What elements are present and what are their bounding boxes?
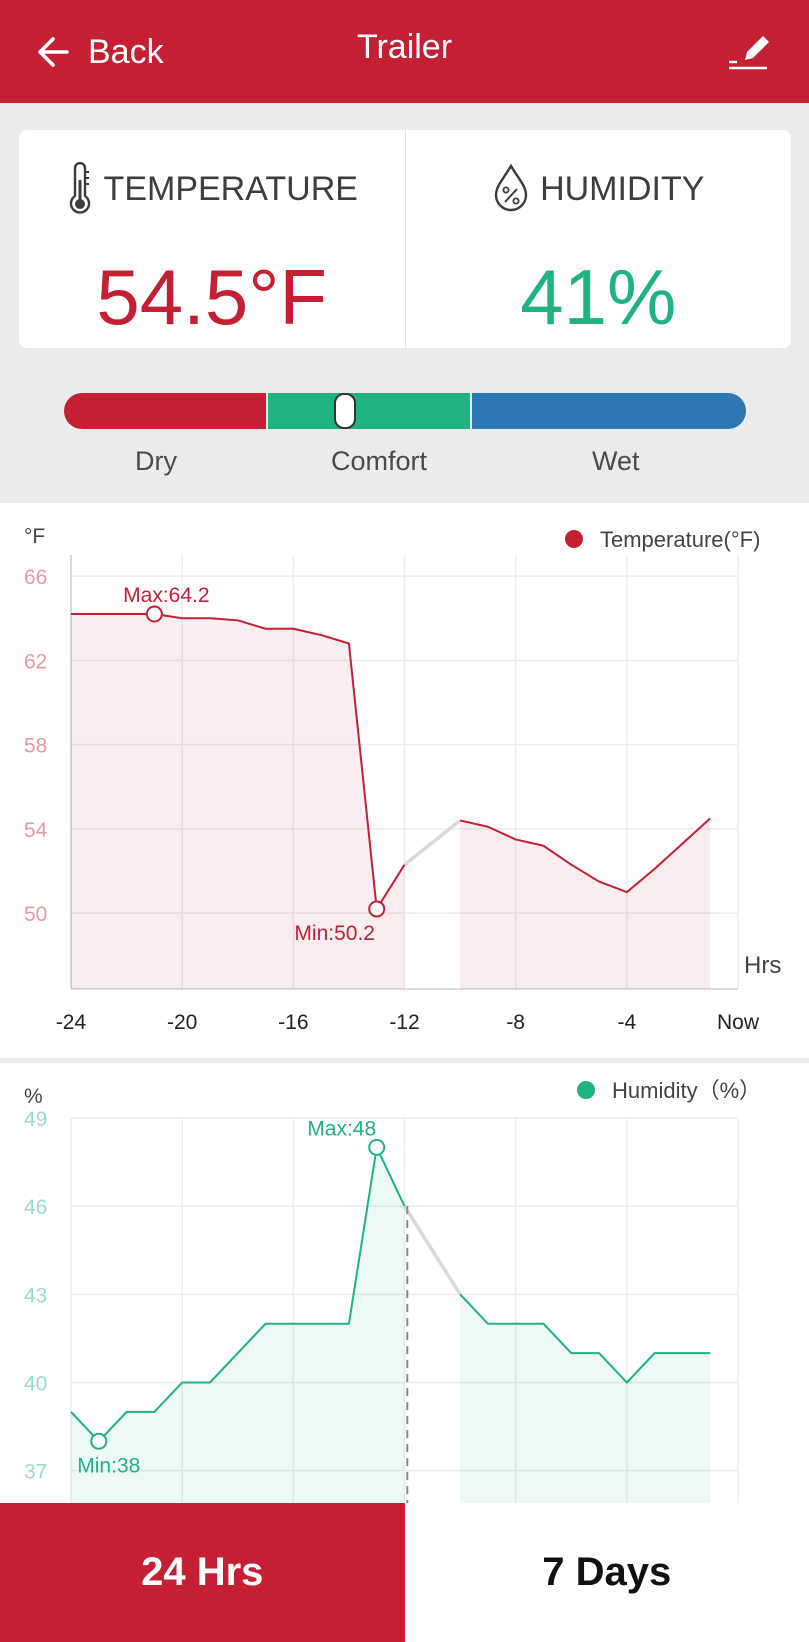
scale-label-dry: Dry <box>135 446 177 476</box>
readings-card: TEMPERATURE 54.5°F HUMIDITY 41% <box>19 130 791 348</box>
temperature-chart: 66 62 58 54 50 °F Temperature(°F) Max:64.2 Min:5… <box>24 525 781 1034</box>
comfort-indicator <box>334 393 356 429</box>
series-line <box>459 817 711 894</box>
y-tick-label: 46 <box>24 1196 47 1219</box>
humidity-reading: HUMIDITY 41% <box>404 130 792 348</box>
series-line <box>459 1293 711 1384</box>
thermometer-icon <box>69 162 90 214</box>
min-point-marker <box>368 900 386 918</box>
x-tick-label: -24 <box>56 1011 87 1034</box>
tab-7-days[interactable]: 7 Days <box>404 1503 809 1642</box>
y-tick-label: 62 <box>24 650 47 673</box>
scale-dry-segment <box>64 393 266 429</box>
y-tick-label: 54 <box>24 819 48 842</box>
x-tick-label: -4 <box>617 1011 636 1034</box>
series-gap-line <box>403 1205 462 1296</box>
x-axis-title: Hrs <box>744 952 781 979</box>
temperature-label: TEMPERATURE <box>103 169 358 208</box>
scale-label-comfort: Comfort <box>331 446 428 476</box>
humidity-chart: 49 46 43 40 37% Humidity（%） Max:48 Min:38 <box>24 1078 761 1503</box>
edit-pencil-icon <box>729 36 769 70</box>
humidity-chart-panel: 49 46 43 40 37% Humidity（%） Max:48 Min:38 <box>0 1063 809 1503</box>
back-button[interactable]: Back <box>36 24 164 80</box>
tab-24-hrs[interactable]: 24 Hrs <box>0 1503 405 1642</box>
max-data-label: Max:64.2 <box>123 584 209 607</box>
range-tabs: 24 Hrs 7 Days <box>0 1503 809 1642</box>
y-tick-label: 37 <box>24 1461 47 1484</box>
back-label: Back <box>88 32 164 71</box>
series-gap-line <box>403 819 462 867</box>
water-drop-percent-icon <box>494 163 528 212</box>
y-tick-label: 50 <box>24 903 47 926</box>
x-tick-label: -20 <box>167 1011 197 1034</box>
series-area-fill <box>71 1147 405 1503</box>
scale-label-wet: Wet <box>592 446 640 476</box>
legend-label: Temperature(°F) <box>600 527 760 552</box>
y-tick-label: 66 <box>24 566 47 589</box>
max-point-marker <box>368 1138 386 1156</box>
legend-marker <box>577 1081 595 1099</box>
legend-marker <box>565 530 583 548</box>
y-tick-label: 40 <box>24 1373 47 1396</box>
series-line <box>70 1146 406 1443</box>
humidity-label: HUMIDITY <box>540 169 705 208</box>
max-data-label: Max:48 <box>307 1117 376 1140</box>
scale-wet-segment <box>470 393 746 429</box>
temperature-reading: TEMPERATURE 54.5°F <box>19 130 405 348</box>
min-point-marker <box>90 1432 108 1450</box>
temperature-value: 54.5°F <box>96 253 328 341</box>
max-point-marker <box>145 605 163 623</box>
series-area-fill <box>71 613 405 989</box>
x-tick-label: -12 <box>389 1011 419 1034</box>
min-data-label: Min:38 <box>77 1454 140 1477</box>
series-area-fill <box>460 1294 711 1503</box>
arrow-left-icon <box>38 37 69 67</box>
scale-comfort-segment <box>266 393 470 429</box>
series-area-fill <box>460 818 711 989</box>
legend-label: Humidity（%） <box>612 1078 761 1103</box>
y-tick-label: 49 <box>24 1108 47 1131</box>
series-line <box>71 612 406 910</box>
top-bar: Back Trailer <box>0 0 809 103</box>
unit-label: % <box>24 1085 43 1108</box>
unit-label: °F <box>24 525 45 548</box>
min-data-label: Min:50.2 <box>294 922 375 945</box>
edit-button[interactable] <box>725 26 775 76</box>
y-tick-label: 58 <box>24 735 47 758</box>
y-tick-label: 43 <box>24 1284 47 1307</box>
humidity-value: 41% <box>520 253 677 341</box>
temperature-chart-panel: 66 62 58 54 50 °F Temperature(°F) Max:64.2 Min:5… <box>0 503 809 1058</box>
x-tick-label: Now <box>717 1011 760 1034</box>
comfort-scale-bar <box>64 393 746 429</box>
x-tick-label: -8 <box>506 1011 525 1034</box>
x-tick-label: -16 <box>278 1011 308 1034</box>
